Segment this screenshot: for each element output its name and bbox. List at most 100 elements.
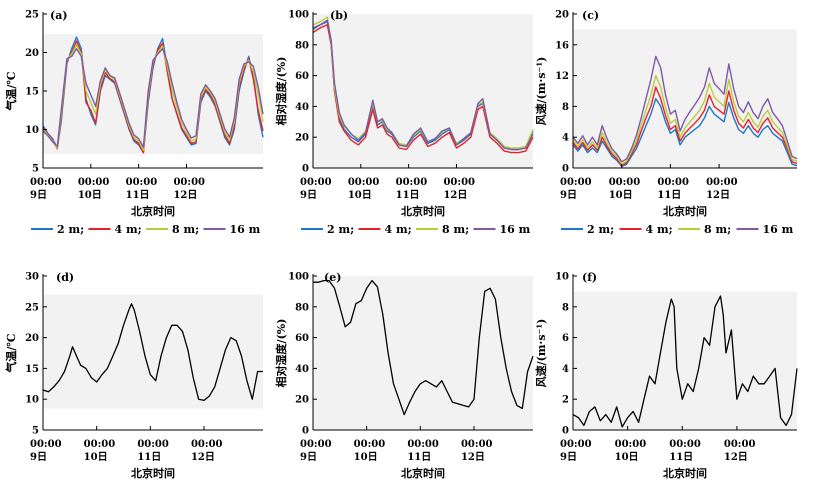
- x-tick-label-day: 12日: [443, 189, 467, 201]
- legend-label: 16 m: [230, 223, 261, 236]
- legend-label: 16 m: [763, 223, 794, 236]
- x-tick-label-day: 12日: [724, 451, 748, 463]
- y-tick-label: 0: [302, 164, 309, 175]
- y-tick-label: 5: [32, 164, 39, 175]
- x-tick-label-time: 00:00: [173, 177, 205, 188]
- x-tick-label-day: 9日: [560, 451, 577, 463]
- y-tick-label: 0: [562, 164, 569, 175]
- x-tick-label-day: 9日: [560, 189, 577, 201]
- legend: 2 m; 4 m; 8 m; 16 m: [561, 223, 794, 236]
- x-tick-label-time: 00:00: [84, 439, 116, 450]
- y-tick-label: 25: [25, 10, 39, 21]
- x-tick-label-time: 00:00: [609, 177, 641, 188]
- x-tick-label-time: 00:00: [300, 177, 332, 188]
- y-tick-label: 30: [25, 272, 39, 283]
- series-line-16m: [572, 55, 798, 163]
- legend-label: 2 m;: [57, 223, 84, 236]
- panel-label: (a): [50, 9, 68, 22]
- panel-c: 04812162000:009日00:0010日00:0011日00:0012日…: [534, 9, 798, 236]
- y-tick-label: 20: [295, 133, 309, 144]
- x-tick-label-time: 00:00: [443, 177, 475, 188]
- series-line-line: [313, 279, 534, 416]
- x-tick-label-day: 12日: [461, 451, 485, 463]
- x-tick-label-time: 00:00: [560, 439, 592, 450]
- x-tick-label-time: 00:00: [461, 439, 493, 450]
- legend-label: 4 m;: [385, 223, 412, 236]
- y-tick-label: 2: [562, 395, 569, 406]
- x-tick-label-day: 11日: [396, 189, 420, 201]
- x-tick-label-day: 9日: [30, 451, 47, 463]
- x-tick-label-time: 00:00: [126, 177, 158, 188]
- plot-background: [313, 14, 533, 168]
- x-tick-label-time: 00:00: [30, 439, 62, 450]
- panel-d: 5101520253000:009日00:0010日00:0011日00:001…: [4, 271, 263, 480]
- x-tick-label-time: 00:00: [657, 177, 689, 188]
- legend-label: 4 m;: [646, 223, 673, 236]
- y-tick-label: 16: [555, 40, 569, 51]
- y-tick-label: 20: [25, 48, 39, 59]
- x-tick-label-time: 00:00: [300, 439, 332, 450]
- series-line-4m: [572, 86, 798, 167]
- series-line-2m: [572, 97, 798, 168]
- y-axis-title: 相对湿度/(%): [274, 57, 288, 126]
- y-tick-label: 20: [25, 333, 39, 344]
- y-tick-label: 10: [555, 272, 569, 283]
- x-tick-label-day: 12日: [191, 451, 215, 463]
- y-tick-label: 80: [295, 302, 309, 313]
- legend: 2 m; 4 m; 8 m; 16 m: [301, 223, 531, 236]
- y-tick-label: 60: [295, 71, 309, 82]
- x-tick-label-time: 00:00: [560, 177, 592, 188]
- series-line-line: [42, 303, 263, 402]
- x-tick-label-time: 00:00: [137, 439, 169, 450]
- x-tick-label-time: 00:00: [407, 439, 439, 450]
- x-tick-label-time: 00:00: [354, 439, 386, 450]
- y-tick-label: 40: [295, 364, 309, 375]
- panel-label: (e): [324, 271, 341, 284]
- y-tick-label: 0: [302, 426, 309, 437]
- series-line-8m: [312, 16, 534, 149]
- y-axis-title: 气温/℃: [4, 71, 18, 111]
- y-tick-label: 100: [288, 10, 309, 21]
- y-tick-label: 8: [562, 302, 569, 313]
- x-tick-label-day: 10日: [348, 189, 372, 201]
- legend-label: 2 m;: [587, 223, 614, 236]
- y-tick-label: 4: [562, 364, 569, 375]
- panel-a: 51015202500:009日00:0010日00:0011日00:0012日…: [4, 9, 264, 236]
- plot-background: [573, 291, 797, 430]
- legend-label: 8 m;: [442, 223, 469, 236]
- y-tick-label: 5: [32, 426, 39, 437]
- y-axis-title: 风速/(m·s⁻¹): [534, 319, 548, 388]
- x-tick-label-time: 00:00: [669, 439, 701, 450]
- panel-label: (c): [582, 9, 599, 22]
- series-line-8m: [572, 74, 798, 165]
- x-tick-label-day: 9日: [300, 189, 317, 201]
- x-axis-title: 北京时间: [131, 466, 175, 480]
- legend-label: 2 m;: [327, 223, 354, 236]
- y-tick-label: 15: [25, 87, 39, 98]
- legend-label: 8 m;: [172, 223, 199, 236]
- y-tick-label: 20: [555, 10, 569, 21]
- x-tick-label-time: 00:00: [706, 177, 738, 188]
- x-tick-label-day: 12日: [706, 189, 730, 201]
- y-tick-label: 0: [562, 426, 569, 437]
- y-tick-label: 20: [295, 395, 309, 406]
- y-tick-label: 100: [288, 272, 309, 283]
- panel-label: (f): [582, 271, 597, 284]
- x-tick-label-time: 00:00: [348, 177, 380, 188]
- legend-label: 8 m;: [704, 223, 731, 236]
- series-line-16m: [312, 19, 534, 151]
- panel-label: (d): [56, 271, 74, 284]
- series-line-4m: [312, 24, 534, 154]
- x-tick-label-day: 10日: [615, 451, 639, 463]
- panel-label: (b): [330, 9, 348, 22]
- x-tick-label-time: 00:00: [191, 439, 223, 450]
- x-axis-title: 北京时间: [663, 204, 707, 218]
- x-tick-label-day: 11日: [657, 189, 681, 201]
- y-tick-label: 12: [555, 71, 569, 82]
- x-tick-label-day: 11日: [669, 451, 693, 463]
- plot-background: [313, 276, 533, 430]
- x-tick-label-day: 11日: [407, 451, 431, 463]
- x-axis-title: 北京时间: [663, 466, 707, 480]
- panel-f: 024681000:009日00:0010日00:0011日00:0012日北京…: [534, 271, 798, 480]
- y-tick-label: 6: [562, 333, 569, 344]
